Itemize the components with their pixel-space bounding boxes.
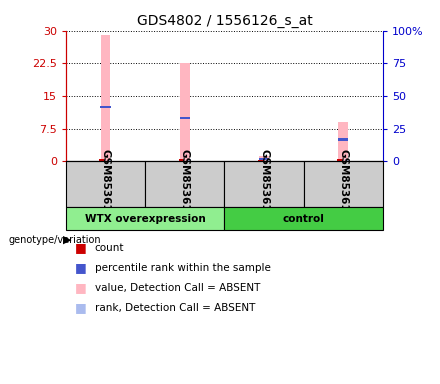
Text: ▶: ▶ xyxy=(62,235,71,245)
Text: ■: ■ xyxy=(75,301,87,314)
Bar xyxy=(66,161,145,207)
Text: GSM853614: GSM853614 xyxy=(338,149,348,219)
Text: WTX overexpression: WTX overexpression xyxy=(85,214,205,223)
Text: GSM853611: GSM853611 xyxy=(101,149,110,219)
Text: control: control xyxy=(282,214,325,223)
Text: value, Detection Call = ABSENT: value, Detection Call = ABSENT xyxy=(95,283,260,293)
Text: ■: ■ xyxy=(75,261,87,274)
Bar xyxy=(266,159,270,161)
Text: genotype/variation: genotype/variation xyxy=(9,235,102,245)
Bar xyxy=(66,207,224,230)
Text: ■: ■ xyxy=(75,281,87,294)
Bar xyxy=(180,117,190,119)
Bar xyxy=(337,159,342,161)
Bar xyxy=(179,159,183,161)
Bar xyxy=(145,161,224,207)
Text: rank, Detection Call = ABSENT: rank, Detection Call = ABSENT xyxy=(95,303,255,313)
Bar xyxy=(224,207,383,230)
Bar xyxy=(180,63,190,161)
Bar xyxy=(99,159,104,161)
Bar xyxy=(101,35,110,161)
Bar xyxy=(304,161,383,207)
Text: ■: ■ xyxy=(75,241,87,254)
Bar xyxy=(259,156,269,161)
Bar xyxy=(338,122,348,161)
Title: GDS4802 / 1556126_s_at: GDS4802 / 1556126_s_at xyxy=(136,14,312,28)
Text: GSM853613: GSM853613 xyxy=(180,149,190,219)
Bar xyxy=(187,159,191,161)
Bar xyxy=(345,159,349,161)
Bar xyxy=(224,161,304,207)
Text: percentile rank within the sample: percentile rank within the sample xyxy=(95,263,271,273)
Bar xyxy=(259,158,269,160)
Text: count: count xyxy=(95,243,124,253)
Text: GSM853612: GSM853612 xyxy=(259,149,269,219)
Bar xyxy=(100,106,111,108)
Bar xyxy=(107,159,111,161)
Bar xyxy=(338,138,348,141)
